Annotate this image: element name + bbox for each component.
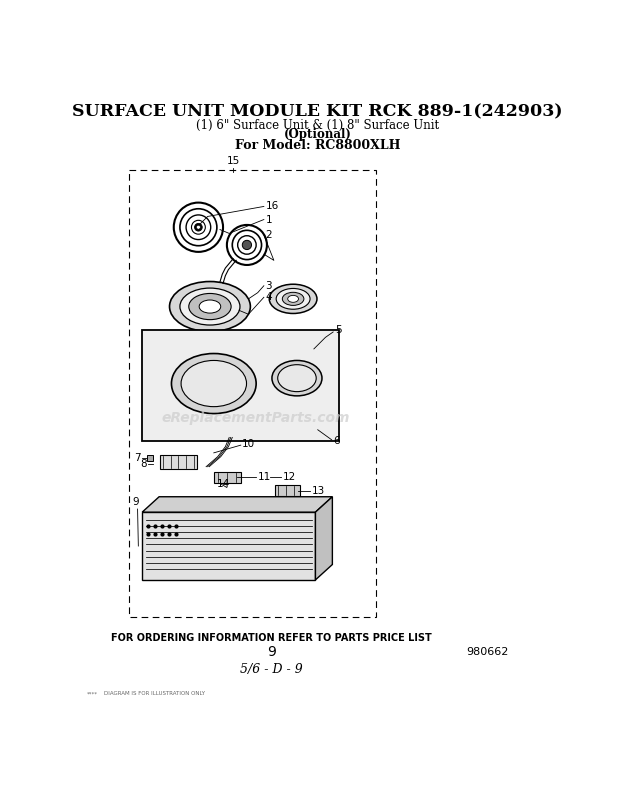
- Bar: [147, 455, 153, 461]
- Bar: [142, 329, 339, 442]
- Text: ****: ****: [87, 691, 98, 696]
- Text: 14: 14: [217, 479, 231, 489]
- Text: (Optional): (Optional): [284, 128, 352, 141]
- Text: 5/6 - D - 9: 5/6 - D - 9: [240, 663, 303, 675]
- Polygon shape: [316, 497, 332, 580]
- Ellipse shape: [282, 292, 304, 306]
- Ellipse shape: [180, 288, 240, 325]
- Ellipse shape: [199, 300, 221, 313]
- Text: DIAGRAM IS FOR ILLUSTRATION ONLY: DIAGRAM IS FOR ILLUSTRATION ONLY: [104, 691, 205, 696]
- Text: 2: 2: [265, 230, 272, 240]
- Ellipse shape: [188, 293, 231, 320]
- Text: 4: 4: [265, 292, 272, 303]
- Circle shape: [197, 225, 200, 229]
- Bar: [142, 512, 316, 580]
- Text: 9: 9: [267, 645, 276, 660]
- Ellipse shape: [172, 353, 256, 414]
- Text: 15: 15: [226, 156, 240, 166]
- Text: FOR ORDERING INFORMATION REFER TO PARTS PRICE LIST: FOR ORDERING INFORMATION REFER TO PARTS …: [111, 633, 432, 642]
- Text: eReplacementParts.com: eReplacementParts.com: [162, 412, 350, 425]
- Text: 12: 12: [282, 472, 296, 483]
- Text: 13: 13: [312, 486, 325, 495]
- Bar: [129, 171, 376, 617]
- Circle shape: [195, 224, 202, 231]
- Text: For Model: RC8800XLH: For Model: RC8800XLH: [235, 139, 401, 152]
- Ellipse shape: [276, 288, 310, 309]
- Text: (1) 6" Surface Unit & (1) 8" Surface Unit: (1) 6" Surface Unit & (1) 8" Surface Uni…: [196, 119, 440, 132]
- Ellipse shape: [269, 284, 317, 314]
- Polygon shape: [142, 497, 332, 512]
- Ellipse shape: [181, 360, 247, 407]
- Text: 8: 8: [140, 460, 147, 469]
- Text: 1: 1: [265, 215, 272, 224]
- Circle shape: [242, 240, 252, 250]
- Text: 6: 6: [333, 436, 340, 446]
- Text: 10: 10: [242, 438, 255, 449]
- Ellipse shape: [278, 365, 316, 392]
- Text: 3: 3: [265, 280, 272, 291]
- Bar: [214, 472, 241, 483]
- Ellipse shape: [272, 360, 322, 396]
- Text: 5: 5: [335, 325, 342, 336]
- Text: 11: 11: [258, 472, 271, 483]
- Ellipse shape: [169, 281, 250, 332]
- Bar: [160, 455, 197, 469]
- Text: SURFACE UNIT MODULE KIT RCK 889-1(242903): SURFACE UNIT MODULE KIT RCK 889-1(242903…: [73, 103, 563, 120]
- Text: 16: 16: [265, 201, 278, 212]
- Text: 7: 7: [134, 453, 141, 463]
- Text: 980662: 980662: [466, 647, 508, 657]
- Text: 9: 9: [133, 497, 140, 506]
- Bar: [275, 485, 300, 496]
- Ellipse shape: [288, 295, 298, 303]
